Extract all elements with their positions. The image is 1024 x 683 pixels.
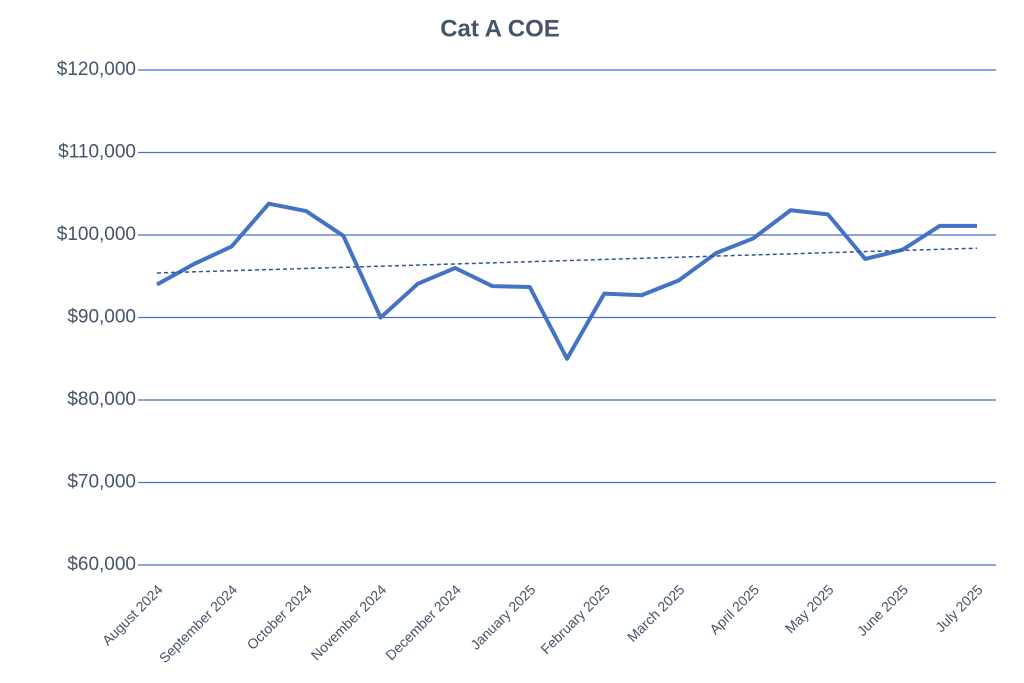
y-tick-label: $90,000 — [67, 307, 136, 328]
x-tick-label: December 2024 — [382, 581, 464, 663]
x-tick-label: November 2024 — [308, 581, 390, 663]
y-tick-label: $120,000 — [57, 59, 136, 80]
x-tick-label: March 2025 — [624, 581, 688, 645]
x-tick-label: February 2025 — [537, 581, 613, 657]
x-tick-label: July 2025 — [932, 581, 986, 635]
chart-title: Cat A COE — [440, 15, 560, 42]
y-tick-label: $70,000 — [67, 472, 136, 493]
x-tick-label: January 2025 — [467, 581, 538, 652]
y-tick-label: $110,000 — [58, 142, 136, 163]
y-tick-label: $80,000 — [67, 389, 136, 410]
x-tick-label: August 2024 — [99, 581, 166, 648]
trendline — [156, 247, 978, 274]
data-line — [156, 201, 977, 361]
x-tick-label: September 2024 — [156, 581, 241, 666]
x-tick-label: May 2025 — [782, 581, 837, 636]
x-tick-label: June 2025 — [854, 581, 912, 639]
x-tick-label: April 2025 — [706, 581, 762, 637]
y-tick-label: $100,000 — [57, 224, 136, 245]
y-tick-label: $60,000 — [67, 554, 136, 575]
x-tick-label: October 2024 — [244, 581, 315, 652]
